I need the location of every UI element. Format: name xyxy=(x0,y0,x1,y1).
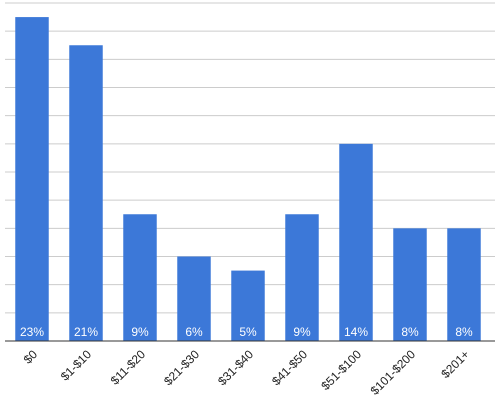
bar xyxy=(177,256,211,341)
data-label: 9% xyxy=(293,325,311,339)
bar xyxy=(285,214,319,341)
data-label: 23% xyxy=(20,325,44,339)
bar xyxy=(123,214,157,341)
data-label: 5% xyxy=(239,325,257,339)
data-label: 14% xyxy=(344,325,368,339)
data-label: 8% xyxy=(455,325,473,339)
bar xyxy=(339,143,373,341)
x-tick-label: $201+ xyxy=(438,347,472,381)
bar xyxy=(15,17,49,341)
data-label: 6% xyxy=(185,325,203,339)
x-tick-label: $1-$10 xyxy=(58,347,95,384)
data-label: 8% xyxy=(401,325,419,339)
bar xyxy=(393,228,427,341)
bar xyxy=(231,270,265,341)
x-tick-label: $0 xyxy=(21,347,41,367)
x-tick-label: $51-$100 xyxy=(318,347,364,393)
x-tick-label: $101-$200 xyxy=(368,347,419,398)
x-tick-label: $41-$50 xyxy=(269,347,310,388)
data-label: 9% xyxy=(131,325,149,339)
x-tick-label: $21-$30 xyxy=(161,347,202,388)
bar xyxy=(447,228,481,341)
bar xyxy=(69,45,103,341)
data-label: 21% xyxy=(74,325,98,339)
x-tick-label: $11-$20 xyxy=(108,347,149,388)
x-tick-label: $31-$40 xyxy=(215,347,256,388)
